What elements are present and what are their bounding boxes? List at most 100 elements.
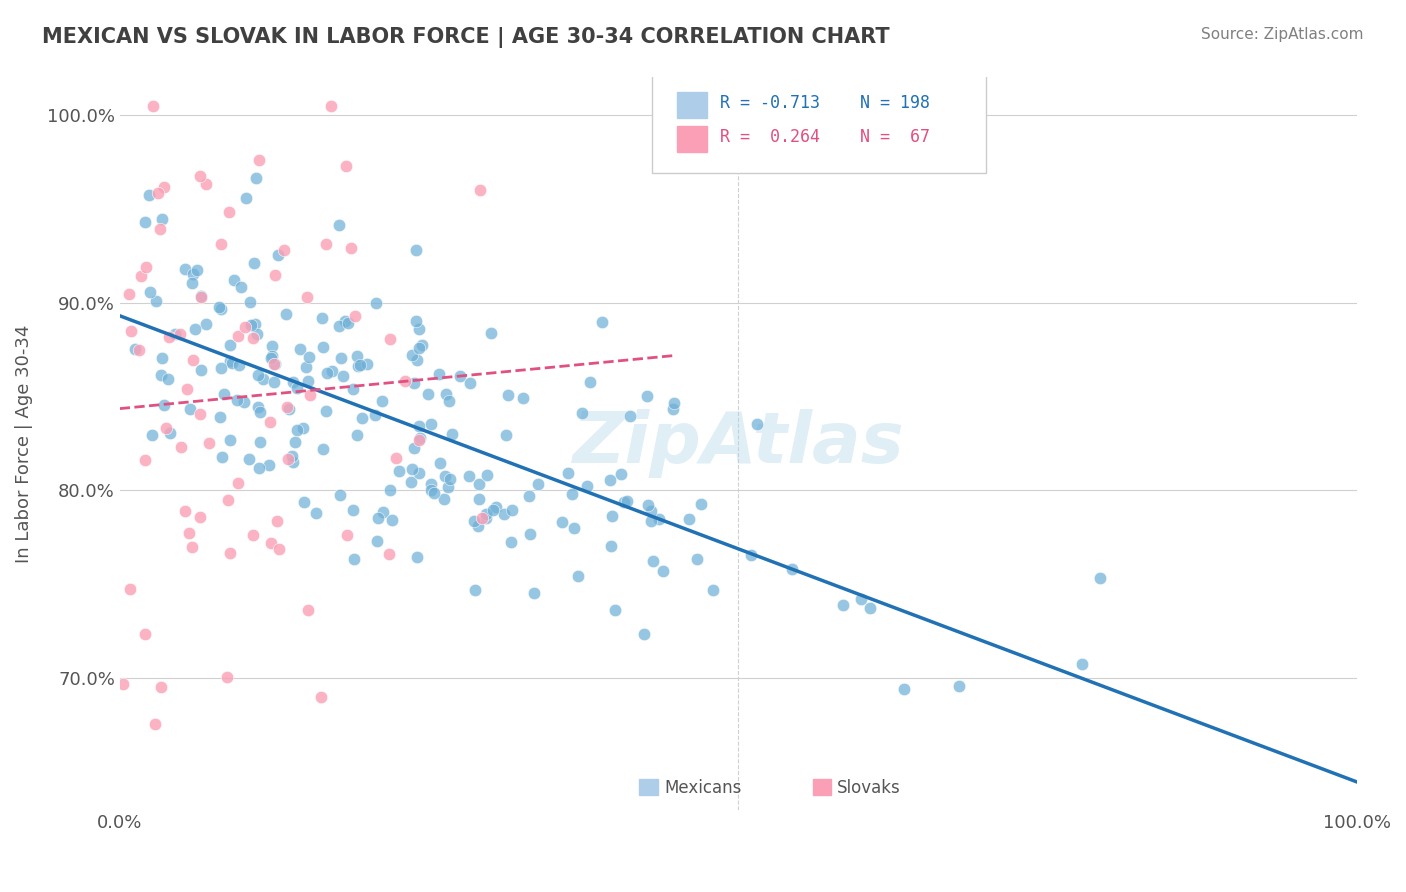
Mexicans — [599, 473, 621, 487]
Mexicans — [228, 358, 250, 372]
Mexicans — [195, 317, 218, 331]
Mexicans — [328, 218, 350, 232]
Mexicans — [150, 351, 173, 365]
Slovaks — [335, 159, 357, 173]
Mexicans — [208, 409, 231, 424]
Mexicans — [291, 420, 314, 434]
Mexicans — [219, 354, 242, 368]
Slovaks — [242, 330, 264, 344]
Mexicans — [419, 417, 441, 432]
Slovaks — [309, 690, 332, 705]
Mexicans — [260, 349, 283, 363]
Slovaks — [188, 169, 211, 183]
Mexicans — [439, 394, 461, 409]
Mexicans — [419, 477, 441, 491]
Mexicans — [190, 289, 212, 303]
Mexicans — [893, 681, 915, 696]
Mexicans — [463, 514, 485, 528]
Slovaks — [143, 717, 166, 731]
Mexicans — [433, 469, 456, 483]
Mexicans — [437, 479, 460, 493]
Mexicans — [405, 244, 427, 258]
Mexicans — [408, 419, 430, 434]
Slovaks — [135, 260, 157, 275]
Mexicans — [219, 338, 242, 352]
Mexicans — [186, 262, 208, 277]
Mexicans — [640, 514, 662, 528]
Mexicans — [246, 326, 269, 341]
Slovaks — [217, 493, 239, 508]
Text: Slovaks: Slovaks — [838, 779, 901, 797]
Slovaks — [297, 603, 319, 617]
Mexicans — [637, 498, 659, 512]
Slovaks — [118, 582, 141, 596]
Slovaks — [242, 528, 264, 542]
Mexicans — [346, 349, 368, 363]
Slovaks — [233, 320, 256, 334]
Mexicans — [371, 505, 394, 519]
Mexicans — [328, 319, 350, 334]
Mexicans — [239, 318, 262, 332]
Mexicans — [280, 449, 302, 463]
Slovaks — [181, 353, 204, 368]
Mexicans — [141, 428, 163, 442]
Mexicans — [336, 316, 359, 330]
Slovaks — [134, 627, 156, 641]
Mexicans — [367, 510, 389, 524]
Mexicans — [371, 394, 394, 409]
Mexicans — [702, 582, 724, 597]
Mexicans — [571, 406, 593, 420]
Mexicans — [686, 552, 709, 566]
Mexicans — [209, 360, 232, 375]
Slovaks — [378, 332, 401, 346]
Mexicans — [221, 356, 243, 370]
Mexicans — [399, 475, 422, 489]
Mexicans — [439, 472, 461, 486]
Mexicans — [485, 500, 508, 514]
Slovaks — [146, 186, 169, 200]
Slovaks — [298, 388, 321, 402]
Mexicans — [342, 503, 364, 517]
Slovaks — [247, 153, 270, 167]
Mexicans — [404, 441, 426, 455]
Mexicans — [297, 374, 319, 388]
Slovaks — [176, 382, 198, 396]
Text: Mexicans: Mexicans — [664, 779, 741, 797]
Mexicans — [641, 554, 664, 568]
Mexicans — [212, 386, 235, 401]
Bar — [640, 779, 658, 795]
Mexicans — [235, 192, 257, 206]
Mexicans — [364, 295, 387, 310]
Mexicans — [260, 339, 283, 353]
Mexicans — [406, 550, 429, 565]
Mexicans — [408, 342, 430, 356]
Mexicans — [512, 391, 534, 405]
Mexicans — [640, 504, 662, 518]
Slovaks — [120, 324, 142, 338]
Slovaks — [118, 286, 141, 301]
Mexicans — [342, 551, 364, 566]
Mexicans — [298, 350, 321, 364]
Mexicans — [311, 311, 333, 326]
Mexicans — [247, 460, 270, 475]
Mexicans — [948, 679, 970, 693]
Mexicans — [222, 273, 245, 287]
Slovaks — [149, 222, 172, 236]
Slovaks — [218, 205, 240, 219]
Mexicans — [405, 314, 427, 328]
Mexicans — [780, 562, 803, 576]
Slovaks — [378, 547, 401, 561]
Slovaks — [198, 436, 221, 450]
Mexicans — [408, 322, 430, 336]
Mexicans — [294, 495, 316, 509]
Mexicans — [433, 491, 456, 506]
Mexicans — [678, 511, 700, 525]
Mexicans — [346, 428, 368, 442]
Mexicans — [285, 423, 308, 437]
Bar — [676, 127, 707, 153]
Slovaks — [188, 407, 211, 421]
Mexicans — [599, 539, 621, 553]
Slovaks — [263, 357, 285, 371]
Text: MEXICAN VS SLOVAK IN LABOR FORCE | AGE 30-34 CORRELATION CHART: MEXICAN VS SLOVAK IN LABOR FORCE | AGE 3… — [42, 27, 890, 48]
Mexicans — [1070, 657, 1092, 671]
